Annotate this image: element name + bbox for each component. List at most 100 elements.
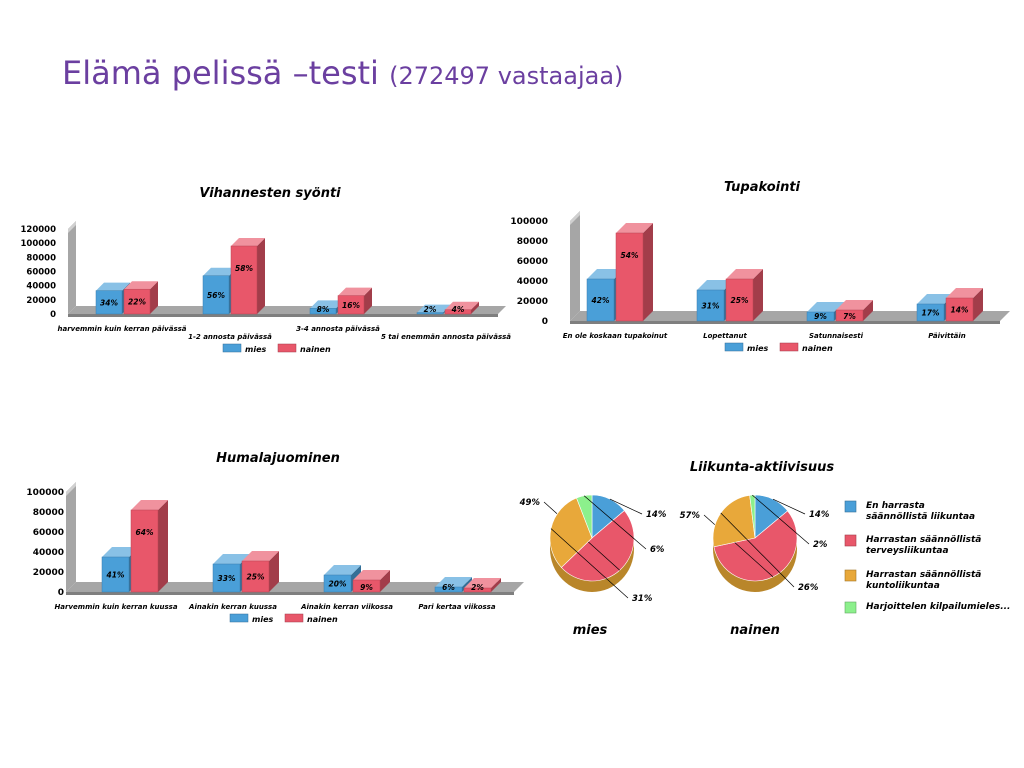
y-tick-label: 80000: [517, 237, 548, 247]
bar-side: [643, 223, 653, 321]
bar-value-label: 17%: [922, 309, 940, 318]
bar-value-label: 25%: [247, 573, 265, 582]
bar-front: [444, 309, 472, 315]
bar-top: [917, 294, 954, 304]
bar-nainen: [352, 570, 390, 593]
bar-top: [242, 551, 279, 561]
chart-title: Tupakointi: [724, 180, 801, 195]
bar-value-label: 9%: [360, 583, 373, 592]
chart-floor: [66, 582, 524, 592]
pie-slice: [749, 494, 756, 539]
bar-side: [753, 269, 763, 321]
pie-name-label: nainen: [730, 623, 780, 638]
pie-leader-line: [583, 495, 647, 550]
bar-mies: [434, 577, 472, 593]
chart-wall: [570, 211, 580, 321]
legend-label-nainen: nainen: [307, 615, 338, 624]
bar-front: [337, 295, 365, 315]
x-category-label: En ole koskaan tupakoinut: [563, 332, 668, 340]
x-category-label: Ainakin kerran kuussa: [188, 603, 277, 611]
slide-title-sub: (272497 vastaajaa): [389, 62, 624, 90]
bar-front: [309, 308, 337, 315]
bar-top: [807, 302, 844, 312]
y-tick-label: 40000: [33, 548, 64, 558]
x-category-label: Ainakin kerran viikossa: [300, 603, 393, 611]
pie-leader-line: [550, 528, 629, 599]
y-tick-label: 100000: [26, 488, 64, 498]
y-tick-label: 100000: [510, 217, 548, 227]
pie-leader-line: [772, 498, 806, 515]
legend-swatch-nainen: [779, 342, 799, 352]
bar-value-label: 56%: [207, 291, 225, 300]
chart-wall: [68, 221, 76, 314]
bar-top: [324, 565, 361, 575]
bar-value-label: 9%: [814, 312, 827, 321]
bar-chart-0: 0 20000 40000 60000 80000 100000 120000 Vihanne…: [21, 186, 512, 354]
bar-nainen: [337, 287, 372, 315]
x-category-label: 3-4 annosta päivässä: [296, 325, 380, 333]
bar-nainen: [123, 281, 158, 315]
bar-front: [696, 289, 725, 322]
bar-top: [697, 280, 734, 290]
y-tick-label: 20000: [33, 568, 64, 578]
chart-wall-top: [66, 482, 76, 496]
bar-value-label: 2%: [471, 583, 484, 592]
bar-side: [257, 238, 265, 314]
legend-swatch-nainen: [277, 343, 297, 353]
chart-floor: [570, 311, 1010, 321]
bar-top: [231, 238, 265, 246]
bar-front: [130, 509, 159, 593]
bar-side: [364, 287, 372, 314]
bar-side: [158, 500, 168, 592]
bar-value-label: 8%: [317, 305, 330, 314]
bar-chart-2: 0 20000 40000 60000 80000 100000 Humalajuomine…: [26, 451, 524, 624]
y-tick-label: 0: [58, 588, 64, 598]
legend-label-nainen: nainen: [300, 345, 331, 354]
chart-floor-edge: [68, 314, 498, 317]
slide-title-main: Elämä pelissä –testi: [62, 54, 379, 92]
bar-front: [241, 560, 270, 593]
chart-wall-top: [570, 211, 580, 225]
bar-front: [463, 587, 492, 593]
chart-title: Vihannesten syönti: [199, 186, 341, 201]
pie-slice: [712, 495, 756, 548]
bar-nainen: [130, 500, 168, 593]
x-category-label: 1-2 annosta päivässä: [188, 333, 272, 341]
pie-mies: 14% 49% 31% 6% mies: [519, 494, 667, 638]
y-tick-label: 0: [542, 317, 548, 327]
pie-leader-line: [752, 494, 810, 545]
y-tick-label: 40000: [26, 282, 56, 292]
y-tick-label: 60000: [33, 528, 64, 538]
pie-nainen: 14% 57% 26% 2% nainen: [680, 494, 830, 638]
chart-floor-edge: [66, 592, 514, 595]
bar-nainen: [835, 300, 873, 322]
bar-front: [212, 563, 241, 593]
bar-value-label: 20%: [329, 580, 347, 589]
bar-value-label: 7%: [843, 312, 856, 321]
y-tick-label: 20000: [26, 296, 56, 306]
pie-leader-line: [609, 498, 643, 515]
pie-chart: Liikunta-aktiivisuus 14% 49% 31% 6% mies 14% 57…: [519, 460, 1011, 638]
pie-value-label: 57%: [680, 511, 701, 521]
bar-top: [213, 554, 250, 564]
bar-top: [338, 287, 372, 296]
pie-value-label: 2%: [813, 540, 828, 550]
bar-side: [380, 570, 390, 592]
bar-value-label: 6%: [442, 583, 455, 592]
bar-top: [203, 267, 237, 276]
legend-swatch-mies: [229, 613, 249, 623]
bar-nainen: [444, 301, 479, 315]
bar-value-label: 31%: [702, 302, 720, 311]
legend-label-nainen: nainen: [802, 344, 833, 353]
bar-side: [269, 551, 279, 592]
bar-side: [471, 301, 479, 314]
bar-front: [835, 309, 864, 322]
bar-side: [491, 578, 501, 592]
legend-swatch: [844, 500, 857, 513]
pie-name-label: mies: [573, 623, 608, 638]
y-tick-label: 40000: [517, 277, 548, 287]
bar-value-label: 14%: [951, 306, 969, 315]
legend-label: Harrastan säännöllistä terveysliikuntaa: [866, 535, 981, 556]
chart-wall-top: [68, 221, 76, 233]
bar-front: [416, 312, 444, 315]
